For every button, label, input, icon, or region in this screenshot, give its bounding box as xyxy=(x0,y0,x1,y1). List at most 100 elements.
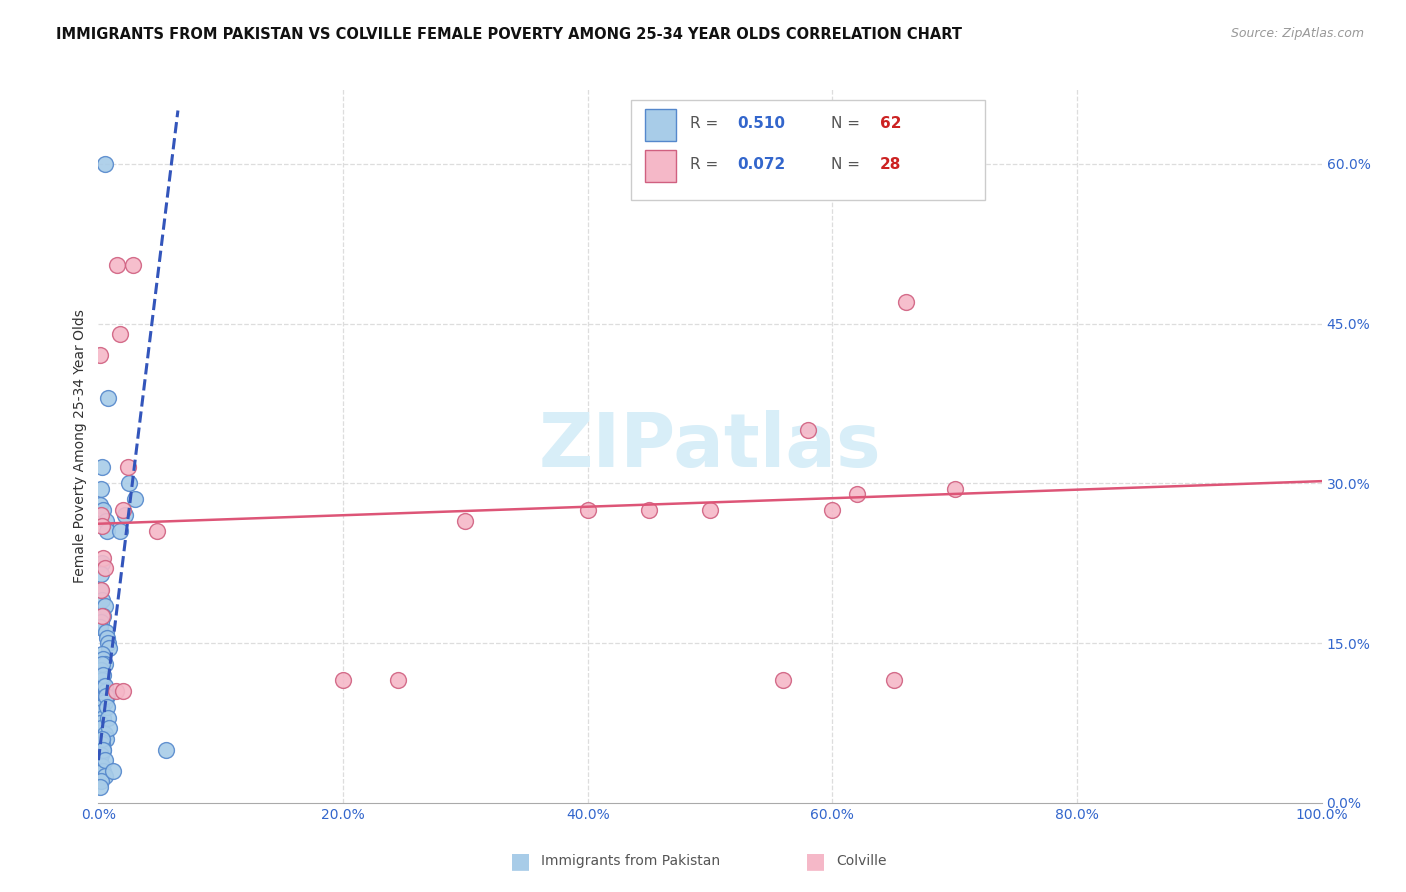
Point xyxy=(90,747,112,762)
Point xyxy=(89,498,111,512)
Point xyxy=(93,726,115,740)
Point xyxy=(94,625,117,640)
Y-axis label: Female Poverty Among 25-34 Year Olds: Female Poverty Among 25-34 Year Olds xyxy=(73,309,87,583)
Point xyxy=(89,780,111,794)
Point xyxy=(90,508,112,523)
Point xyxy=(91,460,114,475)
Bar xyxy=(645,150,676,182)
Point xyxy=(98,641,121,656)
Point xyxy=(332,673,354,688)
Point xyxy=(93,695,115,709)
Point xyxy=(90,663,112,677)
Point xyxy=(93,679,115,693)
Point xyxy=(94,684,117,698)
Point xyxy=(89,753,111,767)
Point xyxy=(97,391,120,405)
Text: Immigrants from Pakistan: Immigrants from Pakistan xyxy=(541,854,720,868)
Point xyxy=(91,647,114,661)
Point xyxy=(91,731,114,746)
Point xyxy=(110,524,132,539)
Point xyxy=(387,673,409,688)
Point xyxy=(91,609,114,624)
Point xyxy=(118,476,141,491)
Point xyxy=(94,731,117,746)
Text: 28: 28 xyxy=(880,157,901,171)
Point xyxy=(91,742,114,756)
Point xyxy=(91,737,114,751)
Point xyxy=(943,482,966,496)
Point xyxy=(91,593,114,607)
Point xyxy=(91,550,114,565)
Point xyxy=(93,599,115,613)
Point xyxy=(94,690,117,704)
Point xyxy=(110,327,132,342)
Point xyxy=(90,615,112,629)
Text: Colville: Colville xyxy=(837,854,887,868)
Text: R =: R = xyxy=(690,157,724,171)
Point xyxy=(454,514,477,528)
Point xyxy=(96,524,118,539)
Point xyxy=(111,684,134,698)
Text: ■: ■ xyxy=(806,851,825,871)
Point xyxy=(90,774,112,789)
Text: N =: N = xyxy=(831,116,865,131)
Point xyxy=(821,503,844,517)
Point xyxy=(91,758,114,772)
Point xyxy=(90,582,112,597)
Point xyxy=(91,673,114,688)
Point xyxy=(845,487,868,501)
Point xyxy=(93,769,115,783)
Point xyxy=(91,503,114,517)
Point xyxy=(699,503,721,517)
Point xyxy=(89,620,111,634)
Point xyxy=(124,492,146,507)
Point xyxy=(638,503,661,517)
Point xyxy=(93,753,115,767)
Text: IMMIGRANTS FROM PAKISTAN VS COLVILLE FEMALE POVERTY AMONG 25-34 YEAR OLDS CORREL: IMMIGRANTS FROM PAKISTAN VS COLVILLE FEM… xyxy=(56,27,962,42)
Point xyxy=(121,258,143,272)
Point xyxy=(90,566,112,581)
Point xyxy=(91,556,114,570)
Point xyxy=(91,706,114,720)
Point xyxy=(146,524,169,539)
Point xyxy=(91,657,114,672)
Text: 0.510: 0.510 xyxy=(737,116,785,131)
Point xyxy=(91,710,114,724)
Point xyxy=(93,561,115,575)
Point xyxy=(772,673,794,688)
Point xyxy=(576,503,599,517)
Point xyxy=(93,157,115,171)
FancyBboxPatch shape xyxy=(630,100,986,200)
Point xyxy=(90,700,112,714)
Text: 62: 62 xyxy=(880,116,901,131)
Bar xyxy=(645,109,676,141)
Point xyxy=(91,679,114,693)
Point xyxy=(96,690,118,704)
Point xyxy=(91,609,114,624)
Point xyxy=(96,631,118,645)
Point xyxy=(91,652,114,666)
Point xyxy=(90,482,112,496)
Point xyxy=(111,503,134,517)
Point xyxy=(104,684,127,698)
Point xyxy=(101,764,124,778)
Point xyxy=(97,636,120,650)
Text: R =: R = xyxy=(690,116,724,131)
Point xyxy=(91,764,114,778)
Point xyxy=(894,295,917,310)
Point xyxy=(883,673,905,688)
Point xyxy=(89,715,111,730)
Point xyxy=(91,519,114,533)
Text: Source: ZipAtlas.com: Source: ZipAtlas.com xyxy=(1230,27,1364,40)
Point xyxy=(105,258,128,272)
Point xyxy=(93,657,115,672)
Point xyxy=(117,460,139,475)
Point xyxy=(96,700,118,714)
Point xyxy=(797,423,820,437)
Point xyxy=(97,710,120,724)
Text: ZIPatlas: ZIPatlas xyxy=(538,409,882,483)
Point xyxy=(94,514,117,528)
Point xyxy=(89,582,111,597)
Text: N =: N = xyxy=(831,157,865,171)
Point xyxy=(91,742,114,756)
